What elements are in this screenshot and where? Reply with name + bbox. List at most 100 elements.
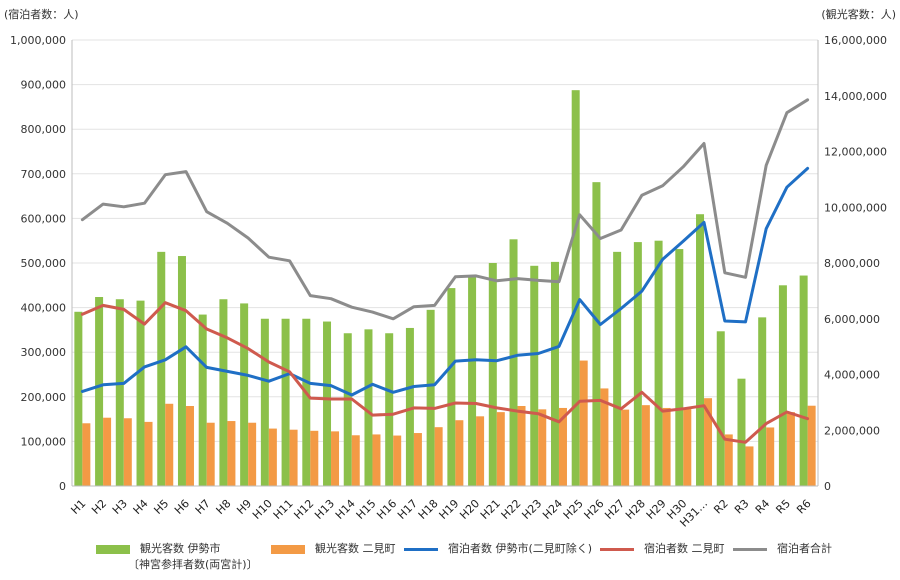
- legend-swatch-total-stays: [733, 547, 767, 551]
- legend-label-futami-visitors: 観光客数 二見町: [315, 542, 396, 555]
- bar-ise-visitors: [260, 318, 269, 486]
- bar-ise-visitors: [696, 214, 705, 486]
- left-tick-label: 900,000: [21, 79, 67, 92]
- category-label: H10: [250, 497, 275, 522]
- bar-ise-visitors: [468, 276, 477, 486]
- bar-ise-visitors: [240, 303, 249, 486]
- left-tick-label: 800,000: [21, 123, 67, 136]
- bar-futami-visitors: [413, 433, 422, 486]
- category-label: R5: [773, 497, 793, 517]
- bar-ise-visitors: [530, 265, 539, 486]
- left-tick-label: 200,000: [21, 391, 67, 404]
- bar-futami-visitors: [268, 428, 277, 486]
- bar-ise-visitors: [758, 317, 767, 486]
- left-tick-label: 0: [59, 480, 66, 493]
- category-label: H20: [457, 497, 482, 522]
- right-tick-label: 4,000,000: [824, 369, 880, 382]
- category-label: H7: [193, 497, 213, 517]
- bar-ise-visitors: [778, 285, 787, 486]
- bar-futami-visitors: [600, 388, 609, 486]
- bar-ise-visitors: [509, 239, 518, 486]
- bar-futami-visitors: [662, 407, 671, 486]
- legend-swatch-futami-stays: [600, 547, 634, 551]
- category-label: R6: [794, 497, 814, 517]
- left-tick-label: 700,000: [21, 168, 67, 181]
- category-label: H23: [519, 497, 544, 522]
- right-tick-label: 16,000,000: [824, 34, 887, 47]
- bar-futami-visitors: [455, 420, 464, 486]
- bar-futami-visitors: [103, 417, 112, 486]
- bar-ise-visitors: [198, 314, 207, 486]
- bar-ise-visitors: [633, 242, 642, 486]
- legend-item-futami-visitors: 観光客数 二見町: [271, 540, 396, 556]
- bar-ise-visitors: [74, 311, 83, 486]
- bars: [74, 90, 816, 487]
- bar-ise-visitors: [571, 90, 580, 487]
- legend-label-ise-visitors-sub: 〔神宮参拝者数(両宮計)〕: [128, 558, 258, 571]
- bar-ise-visitors: [281, 318, 290, 486]
- gridlines: [72, 39, 818, 487]
- category-label: H6: [172, 497, 192, 517]
- category-label: H18: [416, 497, 441, 522]
- bar-futami-visitors: [641, 405, 650, 486]
- bar-futami-visitors: [165, 403, 174, 486]
- bar-ise-visitors: [426, 309, 435, 486]
- category-label: H5: [151, 497, 171, 517]
- bar-futami-visitors: [289, 429, 298, 486]
- bar-futami-visitors: [496, 412, 505, 486]
- category-label: H24: [540, 497, 565, 522]
- category-label: H21: [478, 497, 503, 522]
- bar-ise-visitors: [177, 256, 186, 486]
- bar-futami-visitors: [393, 435, 402, 486]
- left-tick-label: 100,000: [21, 435, 67, 448]
- category-label: R2: [711, 497, 731, 517]
- bar-ise-visitors: [385, 333, 394, 486]
- legend-item-ise-visitors: 観光客数 伊勢市: [96, 540, 221, 556]
- bar-futami-visitors: [724, 434, 733, 486]
- bar-futami-visitors: [558, 407, 567, 486]
- category-label: H19: [437, 497, 462, 522]
- bar-futami-visitors: [372, 434, 381, 486]
- category-label: R4: [753, 497, 773, 517]
- category-label: H2: [89, 497, 109, 517]
- bar-ise-visitors: [157, 251, 166, 486]
- right-tick-label: 8,000,000: [824, 257, 880, 270]
- bar-futami-visitors: [579, 360, 588, 486]
- category-label: H28: [623, 497, 648, 522]
- bar-ise-visitors: [737, 378, 746, 486]
- bar-ise-visitors: [550, 261, 559, 486]
- category-label: H16: [374, 497, 399, 522]
- legend-label-futami-stays: 宿泊者数 二見町: [644, 542, 725, 555]
- bar-futami-visitors: [227, 421, 236, 486]
- bar-futami-visitors: [248, 422, 257, 486]
- category-label: H26: [582, 497, 607, 522]
- category-label: H12: [291, 497, 316, 522]
- legend-item-total-stays: 宿泊者合計: [733, 540, 832, 556]
- bar-ise-visitors: [405, 327, 414, 486]
- bar-ise-visitors: [654, 240, 663, 486]
- bar-futami-visitors: [807, 405, 816, 486]
- category-label: H11: [271, 497, 296, 522]
- bar-futami-visitors: [476, 416, 485, 486]
- bar-futami-visitors: [144, 421, 153, 486]
- left-axis-unit-label: (宿泊者数：人): [4, 7, 79, 21]
- category-label: H22: [499, 497, 524, 522]
- category-label: R3: [732, 497, 752, 517]
- line-ise-stays: [80, 166, 810, 397]
- bar-ise-visitors: [219, 299, 228, 486]
- bar-futami-visitors: [206, 422, 215, 486]
- left-tick-label: 1,000,000: [10, 34, 66, 47]
- bar-futami-visitors: [538, 409, 547, 486]
- category-label: H1: [68, 497, 88, 517]
- bar-futami-visitors: [351, 435, 360, 486]
- bar-ise-visitors: [799, 275, 808, 486]
- bar-ise-visitors: [323, 321, 332, 486]
- bar-ise-visitors: [592, 182, 601, 486]
- category-label: H14: [333, 497, 358, 522]
- right-axis-unit-label: (観光客数：人): [821, 7, 896, 21]
- legend-swatch-futami-visitors: [271, 544, 305, 554]
- legend-label-total-stays: 宿泊者合計: [777, 542, 832, 555]
- right-tick-label: 0: [824, 480, 831, 493]
- legend-item-ise-stays: 宿泊者数 伊勢市(二見町除く): [404, 540, 592, 556]
